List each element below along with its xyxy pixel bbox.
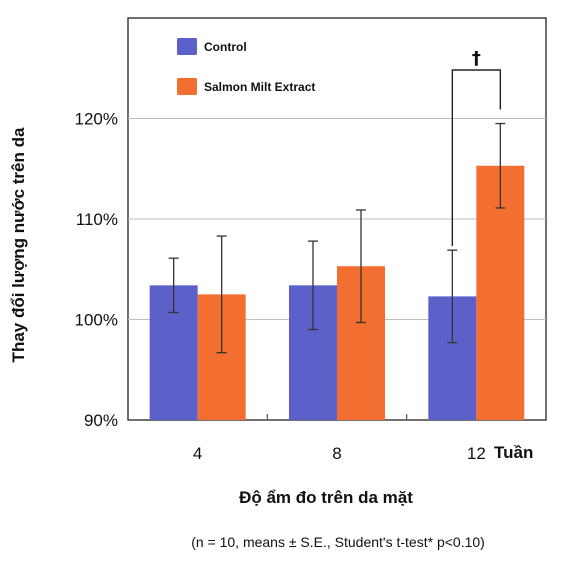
significance-bracket: † <box>451 48 502 247</box>
significance-bracket-line <box>451 69 502 247</box>
y-tick-label: 90% <box>84 411 118 430</box>
y-axis-ticks: 90% 100% 110% 120% <box>75 110 118 431</box>
legend-label-salmon-milt-extract: Salmon Milt Extract <box>204 80 315 94</box>
y-tick-label: 120% <box>75 110 118 129</box>
x-tick-label: 8 <box>332 444 341 463</box>
y-axis-title: Thay đổi lượng nước trên da <box>9 127 28 362</box>
footnote: (n = 10, means ± S.E., Student's t-test*… <box>191 534 485 550</box>
legend-swatch-control <box>177 38 197 55</box>
x-axis-ticks: 4 8 12 <box>193 414 486 463</box>
significance-marker: † <box>472 48 481 69</box>
category-unit-label: Tuần <box>494 443 533 462</box>
y-tick-label: 100% <box>75 311 118 330</box>
x-tick-label: 12 <box>467 444 486 463</box>
x-tick-label: 4 <box>193 444 202 463</box>
error-bars <box>168 122 506 354</box>
legend-swatch-salmon-milt-extract <box>177 78 197 95</box>
legend-label-control: Control <box>204 40 247 54</box>
x-axis-title: Độ ẩm đo trên da mặt <box>239 488 413 507</box>
legend: Control Salmon Milt Extract <box>177 38 315 95</box>
y-tick-label: 110% <box>76 210 118 229</box>
